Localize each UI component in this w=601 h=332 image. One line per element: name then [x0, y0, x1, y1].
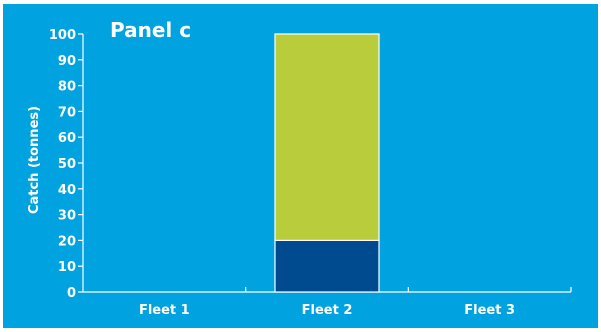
chart-title: Panel c	[110, 18, 191, 42]
y-tick-label: 20	[58, 234, 76, 249]
y-tick-label: 90	[58, 54, 76, 69]
bar-segment	[274, 33, 380, 241]
bar-chart: Panel c Catch (tonnes) 0 10 20 30 40 50 60 70 80…	[27, 18, 572, 318]
y-tick-label: 40	[58, 183, 76, 198]
y-tick-label: 70	[58, 105, 76, 120]
bars	[274, 33, 380, 293]
bar-segment	[274, 239, 380, 293]
tick-labels: 0 10 20 30 40 50 60 70 80 90 100 Fleet 1 Fleet 2 Flee…	[49, 28, 515, 318]
y-tick-label: 50	[58, 157, 76, 172]
y-axis-label: Catch (tonnes)	[27, 106, 42, 214]
y-tick-label: 10	[58, 260, 76, 275]
x-tick-label: Fleet 3	[464, 303, 515, 318]
x-tick-label: Fleet 1	[139, 303, 190, 318]
y-tick-label: 0	[67, 286, 76, 301]
y-tick-label: 30	[58, 209, 76, 224]
y-tick-label: 100	[49, 28, 76, 43]
y-tick-label: 80	[58, 80, 76, 95]
y-tick-label: 60	[58, 131, 76, 146]
x-tick-label: Fleet 2	[302, 303, 353, 318]
axes	[78, 33, 572, 293]
chart-panel: Panel c Catch (tonnes) 0 10 20 30 40 50 60 70 80…	[3, 4, 598, 328]
